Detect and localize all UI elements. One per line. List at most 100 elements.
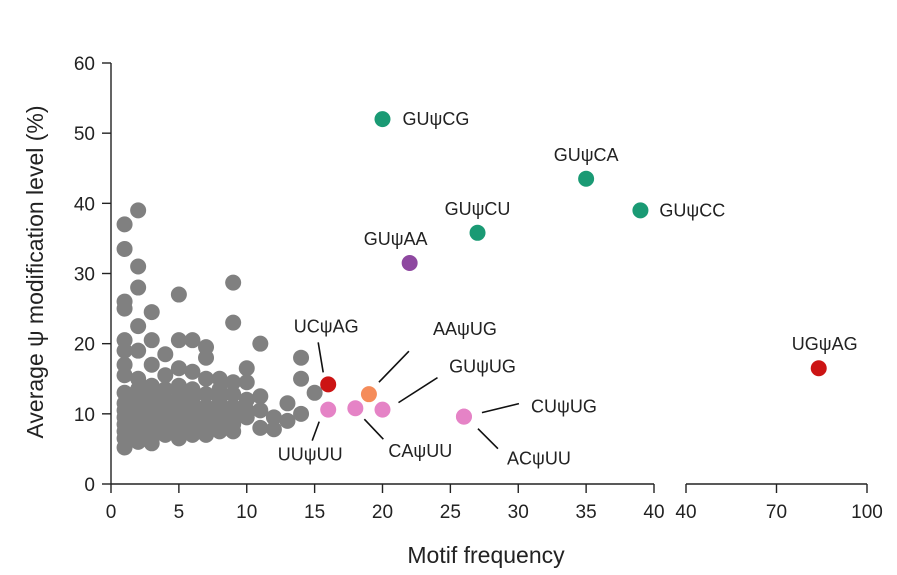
highlighted-point	[455, 408, 472, 425]
background-points	[116, 202, 323, 456]
x-tick-label: 40	[643, 502, 664, 523]
data-point	[130, 202, 147, 219]
leader-line	[481, 402, 520, 414]
leader-line	[477, 428, 499, 450]
highlighted-point	[810, 360, 827, 377]
data-point	[130, 258, 147, 275]
highlighted-point	[374, 111, 391, 128]
y-tick-label: 10	[74, 405, 95, 426]
point-label: CAψUU	[388, 441, 452, 461]
data-point	[265, 421, 282, 438]
highlighted-point	[632, 202, 649, 219]
x-tick-label: 35	[576, 502, 597, 523]
data-point	[130, 342, 147, 359]
data-point	[293, 405, 310, 422]
data-point	[116, 439, 133, 456]
data-point	[143, 304, 160, 321]
data-point	[198, 426, 215, 443]
point-label: UUψUU	[278, 445, 343, 465]
point-label: AAψUG	[433, 319, 497, 339]
data-point	[157, 367, 174, 384]
data-point	[116, 240, 133, 257]
y-tick-label: 50	[74, 124, 95, 145]
data-point	[170, 360, 187, 377]
data-point	[116, 300, 133, 317]
leader-line	[363, 418, 384, 440]
data-point	[184, 363, 201, 380]
x-axis-title: Motif frequency	[407, 542, 565, 568]
leader-line	[311, 421, 320, 441]
leader-line	[378, 350, 410, 383]
highlighted-point	[401, 254, 418, 271]
x-tick-label: 30	[508, 502, 529, 523]
data-point	[143, 435, 160, 452]
data-point	[170, 286, 187, 303]
y-tick-label: 40	[74, 194, 95, 215]
data-point	[143, 332, 160, 349]
data-point	[238, 374, 255, 391]
data-point	[157, 346, 174, 363]
data-point	[293, 349, 310, 366]
highlighted-point	[578, 170, 595, 187]
data-point	[279, 395, 296, 412]
data-point	[184, 426, 201, 443]
y-tick-label: 60	[74, 54, 95, 75]
data-point	[198, 370, 215, 387]
leader-line	[398, 376, 438, 404]
x-tick-label: 100	[851, 502, 883, 523]
highlighted-point	[360, 386, 377, 403]
data-point	[225, 274, 242, 291]
data-point	[198, 386, 215, 403]
highlighted-point	[320, 376, 337, 393]
point-label: GUψCG	[403, 109, 470, 129]
leader-lines	[311, 342, 520, 450]
highlighted-point	[469, 224, 486, 241]
point-label: GUψCA	[554, 145, 619, 165]
point-label: CUψUG	[531, 397, 597, 417]
x-tick-label: 20	[372, 502, 393, 523]
data-point	[225, 423, 242, 440]
data-point	[279, 412, 296, 429]
data-point	[225, 314, 242, 331]
point-label: GUψAA	[364, 229, 428, 249]
labeled-points	[320, 111, 827, 425]
data-point	[130, 279, 147, 296]
point-labels: GUψCG GUψCA GUψCC GUψCU GUψAA UCψAG AAψUG GUψUG…	[278, 109, 858, 469]
axes: 0 10 20 30 40 50 60 0 5 10 15 20 25 30 35 40 40 70 100	[74, 54, 883, 523]
data-point	[252, 388, 269, 405]
point-label: UCψAG	[294, 316, 359, 336]
y-tick-label: 0	[84, 475, 95, 496]
y-tick-label: 20	[74, 335, 95, 356]
data-point	[225, 374, 242, 391]
data-point	[293, 370, 310, 387]
x-tick-label: 70	[766, 502, 787, 523]
highlighted-point	[347, 400, 364, 417]
point-label: GUψUG	[449, 357, 516, 377]
data-point	[116, 342, 133, 359]
point-label: ACψUU	[507, 449, 571, 469]
data-point	[130, 318, 147, 335]
data-point	[116, 367, 133, 384]
x-tick-label: 0	[106, 502, 117, 523]
data-point	[170, 430, 187, 447]
highlighted-point	[374, 401, 391, 418]
data-point	[252, 419, 269, 436]
point-label: UGψAG	[792, 334, 858, 354]
y-tick-label: 30	[74, 265, 95, 286]
data-point	[211, 423, 228, 440]
data-point	[198, 349, 215, 366]
data-point	[157, 426, 174, 443]
data-point	[143, 356, 160, 373]
data-point	[184, 332, 201, 349]
y-axis-title: Average ψ modification level (%)	[22, 105, 48, 438]
x-tick-label: 15	[304, 502, 325, 523]
point-label: GUψCU	[445, 199, 511, 219]
data-point	[170, 332, 187, 349]
data-point	[306, 384, 323, 401]
leader-line	[317, 342, 324, 373]
data-point	[265, 409, 282, 426]
data-point	[130, 433, 147, 450]
data-point	[252, 335, 269, 352]
point-label: GUψCC	[659, 200, 725, 220]
